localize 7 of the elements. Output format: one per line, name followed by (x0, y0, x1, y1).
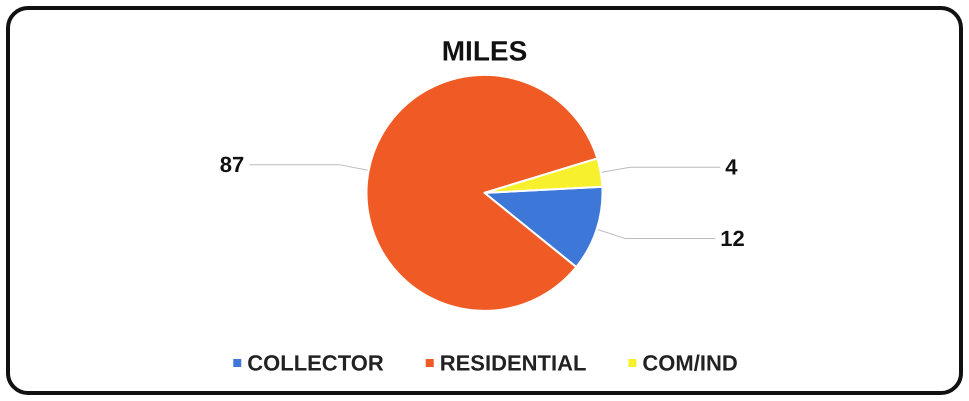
legend-label: COLLECTOR (247, 350, 384, 376)
data-label: 4 (725, 154, 738, 180)
data-label: 12 (720, 226, 745, 252)
legend-label: RESIDENTIAL (440, 350, 586, 376)
data-label: 87 (220, 152, 244, 178)
chart-title: MILES (442, 36, 528, 66)
legend-label: COM/IND (642, 350, 738, 376)
